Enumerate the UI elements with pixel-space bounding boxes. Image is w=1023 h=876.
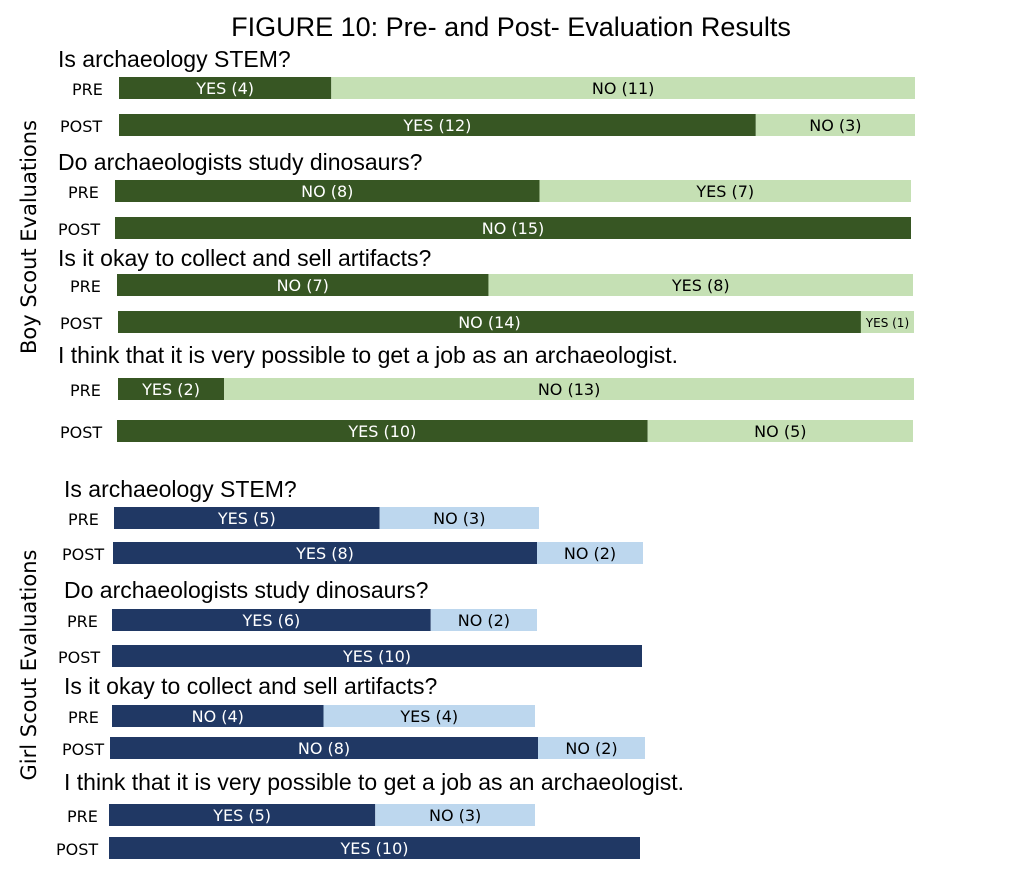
girl-scout-q4-pre-label-no-3: NO (3) xyxy=(429,806,481,825)
girl-scout-q1-post-label-no-2: NO (2) xyxy=(564,544,616,563)
girl-scout-q2-post-label-yes-10: YES (10) xyxy=(342,647,411,666)
girl-scout-q3-pre-bar-yes-4 xyxy=(323,705,535,727)
boy-scout-question-2: Do archaeologists study dinosaurs? xyxy=(58,149,422,175)
girl-scout-q4-post-label: POST xyxy=(56,840,98,859)
girl-scout-q3-pre-label-yes-4: YES (4) xyxy=(399,707,458,726)
boy-scout-q3-pre-label-yes-8: YES (8) xyxy=(671,276,730,295)
boy-scout-q1-pre-bar-yes-4 xyxy=(119,77,332,99)
boy-scout-q4-post-label: POST xyxy=(60,423,102,442)
boy-scout-q3-pre-bar-no-7 xyxy=(117,274,489,296)
boy-scout-q1-pre-label-yes-4: YES (4) xyxy=(195,79,254,98)
boy-scout-q2-pre-label-no-8: NO (8) xyxy=(301,182,353,201)
boy-scout-q3-pre-label-no-7: NO (7) xyxy=(277,276,329,295)
chart-title: FIGURE 10: Pre- and Post- Evaluation Res… xyxy=(231,12,791,42)
girl-scout-q1-pre-label-no-3: NO (3) xyxy=(433,509,485,528)
girl-scout-q3-post-label: POST xyxy=(62,740,104,759)
girl-scout-question-4: I think that it is very possible to get … xyxy=(64,769,684,795)
boy-scout-q2-pre-label: PRE xyxy=(68,183,99,202)
boy-scout-q1-post-bar-no-3 xyxy=(755,114,915,136)
boy-scout-q1-pre-bar-no-11 xyxy=(331,77,915,99)
girl-scout-q4-post-label-yes-10: YES (10) xyxy=(340,839,409,858)
girl-scout-q4-pre-bar-no-3 xyxy=(375,804,535,826)
boy-scout-q4-post-label-yes-10: YES (10) xyxy=(347,422,416,441)
boy-scout-q1-pre-label-no-11: NO (11) xyxy=(592,79,655,98)
boy-scout-q4-post-label-no-5: NO (5) xyxy=(754,422,806,441)
boy-scout-q4-pre-bar-no-13 xyxy=(224,378,915,400)
boy-scout-q3-pre-label: PRE xyxy=(70,277,101,296)
boy-scout-q4-pre-label: PRE xyxy=(70,381,101,400)
girl-scout-q2-post-bar-yes-10 xyxy=(112,645,642,667)
boy-scout-q3-post-bar-yes-1 xyxy=(860,311,914,333)
girl-scout-q2-pre-bar-no-2 xyxy=(430,609,537,631)
girl-scout-q1-post-label-yes-8: YES (8) xyxy=(295,544,354,563)
boy-scout-q4-pre-label-no-13: NO (13) xyxy=(538,380,601,399)
boy-scout-q1-pre-label: PRE xyxy=(72,80,103,99)
girl-scout-q3-post-label-no-8: NO (8) xyxy=(298,739,350,758)
boy-scout-q4-pre-bar-yes-2 xyxy=(118,378,225,400)
boy-scout-question-3: Is it okay to collect and sell artifacts… xyxy=(58,245,431,271)
girl-scout-question-2: Do archaeologists study dinosaurs? xyxy=(64,577,428,603)
boy-scout-q3-post-label-yes-1: YES (1) xyxy=(865,316,909,330)
girl-scout-q4-post-bar-yes-10 xyxy=(109,837,640,859)
boy-scout-q4-pre-label-yes-2: YES (2) xyxy=(141,380,200,399)
boy-scout-question-1: Is archaeology STEM? xyxy=(58,46,291,72)
girl-scout-q2-pre-label-no-2: NO (2) xyxy=(458,611,510,630)
girl-scout-q1-pre-label-yes-5: YES (5) xyxy=(217,509,276,528)
girl-scout-q3-pre-label: PRE xyxy=(68,708,99,727)
boy-scout-q1-post-label: POST xyxy=(60,117,102,136)
boy-scout-q3-post-bar-no-14 xyxy=(118,311,861,333)
girl-scout-q4-pre-bar-yes-5 xyxy=(109,804,376,826)
chart-marks: Boy Scout Evaluations Is archaeology STEM… xyxy=(17,46,915,859)
girl-scout-q2-post-label: POST xyxy=(58,648,100,667)
girl-scout-q3-post-bar-no-8 xyxy=(110,737,538,759)
boy-scout-q3-post-label: POST xyxy=(60,314,102,333)
boy-scout-q2-post-label-no-15: NO (15) xyxy=(482,219,545,238)
girl-scout-q3-pre-bar-no-4 xyxy=(112,705,324,727)
girl-scout-q3-post-label-no-2: NO (2) xyxy=(565,739,617,758)
girl-scout-q4-pre-label-yes-5: YES (5) xyxy=(212,806,271,825)
girl-scout-q2-pre-label-yes-6: YES (6) xyxy=(241,611,300,630)
girl-scout-group-label: Girl Scout Evaluations xyxy=(17,550,41,781)
girl-scout-question-3: Is it okay to collect and sell artifacts… xyxy=(64,673,437,699)
girl-scout-q2-pre-label: PRE xyxy=(67,612,98,631)
boy-scout-q2-post-bar-no-15 xyxy=(115,217,911,239)
boy-scout-q2-pre-label-yes-7: YES (7) xyxy=(695,182,754,201)
girl-scout-q2-pre-bar-yes-6 xyxy=(112,609,431,631)
boy-scout-q4-post-bar-no-5 xyxy=(647,420,913,442)
boy-scout-q1-post-bar-yes-12 xyxy=(119,114,756,136)
boy-scout-q1-post-label-yes-12: YES (12) xyxy=(402,116,471,135)
boy-scout-q4-post-bar-yes-10 xyxy=(117,420,648,442)
girl-scout-q3-post-bar-no-2 xyxy=(538,737,645,759)
girl-scout-q1-post-label: POST xyxy=(62,545,104,564)
girl-scout-q1-post-bar-yes-8 xyxy=(113,542,537,564)
girl-scout-q3-pre-label-no-4: NO (4) xyxy=(192,707,244,726)
boy-scout-q1-post-label-no-3: NO (3) xyxy=(809,116,861,135)
girl-scout-q4-pre-label: PRE xyxy=(67,807,98,826)
girl-scout-q1-pre-bar-no-3 xyxy=(379,507,539,529)
girl-scout-q1-pre-label: PRE xyxy=(68,510,99,529)
girl-scout-q1-pre-bar-yes-5 xyxy=(114,507,380,529)
girl-scout-q1-post-bar-no-2 xyxy=(537,542,643,564)
boy-scout-q3-post-label-no-14: NO (14) xyxy=(458,313,521,332)
boy-scout-q2-post-label: POST xyxy=(58,220,100,239)
girl-scout-question-1: Is archaeology STEM? xyxy=(64,476,297,502)
boy-scout-question-4: I think that it is very possible to get … xyxy=(58,342,678,368)
boy-scout-group-label: Boy Scout Evaluations xyxy=(17,120,41,354)
boy-scout-q3-pre-bar-yes-8 xyxy=(488,274,913,296)
boy-scout-q2-pre-bar-yes-7 xyxy=(539,180,911,202)
boy-scout-q2-pre-bar-no-8 xyxy=(115,180,540,202)
